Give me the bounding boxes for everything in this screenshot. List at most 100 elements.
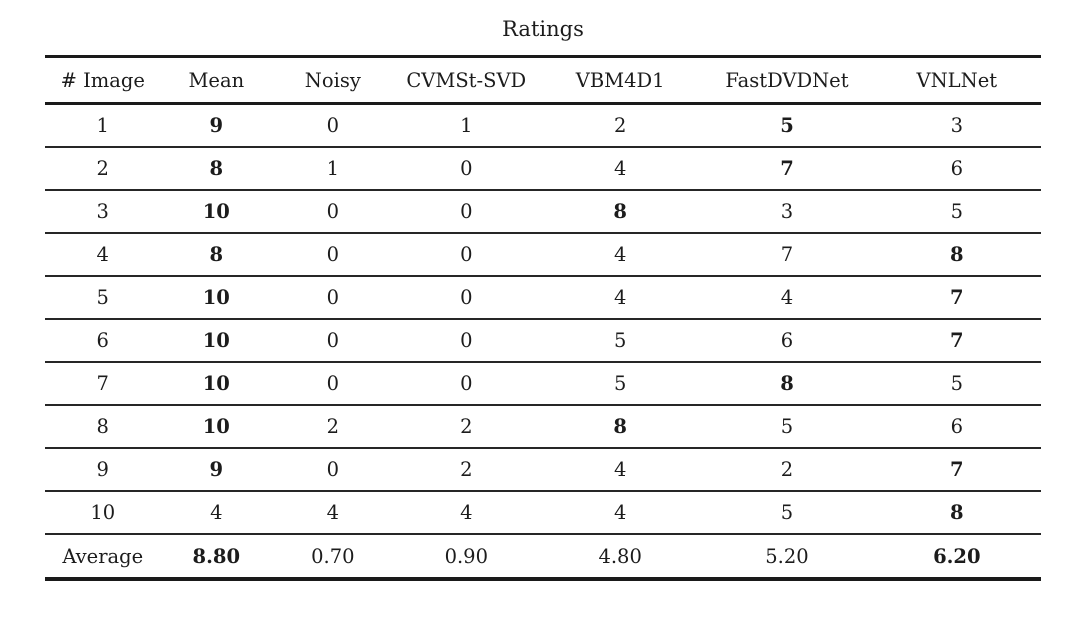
rating-value-cell: 5 xyxy=(538,361,702,405)
rating-value-cell: 8 xyxy=(160,146,273,190)
column-header: FastDVDNet xyxy=(701,56,873,105)
table-title: Ratings xyxy=(502,17,584,41)
table-row: 3 10 0 0 8 3 5 xyxy=(45,189,1041,233)
rating-value-cell: 10 xyxy=(160,361,273,405)
rating-value-cell: 8 xyxy=(538,189,702,233)
column-header: # Image xyxy=(45,56,161,105)
image-number-cell: 9 xyxy=(45,447,161,491)
image-number-cell: 1 xyxy=(45,102,161,147)
rating-value-cell: 3 xyxy=(701,189,873,233)
rating-value-cell: 6 xyxy=(701,318,873,362)
rating-value-cell: 0 xyxy=(393,318,539,362)
column-header: Mean xyxy=(160,56,273,105)
rating-value-cell: 0 xyxy=(272,275,394,319)
table-body: 1 9 0 1 2 5 3 2 8 1 0 4 7 6 3 10 0 0 8 3 5 4 8 0 0 4 7 8 5 10 0 0 4 4 7 6 10… xyxy=(45,102,1041,579)
rating-value-cell: 7 xyxy=(872,447,1041,491)
image-number-cell: 3 xyxy=(45,189,161,233)
rating-value-cell: 0 xyxy=(393,361,539,405)
table-row: 7 10 0 0 5 8 5 xyxy=(45,361,1041,405)
rating-value-cell: 10 xyxy=(160,275,273,319)
rating-value-cell: 5 xyxy=(872,189,1041,233)
rating-value-cell: 1 xyxy=(272,146,394,190)
rating-value-cell: 8 xyxy=(872,490,1041,534)
rating-value-cell: 7 xyxy=(872,318,1041,362)
image-number-cell: 10 xyxy=(45,490,161,534)
rating-value-cell: 8.80 xyxy=(160,533,273,579)
rating-value-cell: 9 xyxy=(160,447,273,491)
table-row: 5 10 0 0 4 4 7 xyxy=(45,275,1041,319)
rating-value-cell: 0 xyxy=(393,189,539,233)
rating-value-cell: 4 xyxy=(701,275,873,319)
rating-value-cell: 0 xyxy=(272,447,394,491)
rating-value-cell: 0 xyxy=(272,102,394,147)
rating-value-cell: 6.20 xyxy=(872,533,1041,579)
rating-value-cell: 7 xyxy=(872,275,1041,319)
rating-value-cell: 0 xyxy=(272,361,394,405)
rating-value-cell: 4 xyxy=(393,490,539,534)
rating-value-cell: 8 xyxy=(160,232,273,276)
rating-value-cell: 2 xyxy=(701,447,873,491)
rating-value-cell: 5 xyxy=(701,404,873,448)
rating-value-cell: 5 xyxy=(538,318,702,362)
rating-value-cell: 7 xyxy=(701,146,873,190)
image-number-cell: 5 xyxy=(45,275,161,319)
rating-value-cell: 9 xyxy=(160,102,273,147)
rating-value-cell: 2 xyxy=(393,447,539,491)
rating-value-cell: 4 xyxy=(538,490,702,534)
rating-value-cell: 10 xyxy=(160,404,273,448)
rating-value-cell: 8 xyxy=(538,404,702,448)
image-number-cell: 2 xyxy=(45,146,161,190)
rating-value-cell: 8 xyxy=(701,361,873,405)
table-row: 8 10 2 2 8 5 6 xyxy=(45,404,1041,448)
rating-value-cell: 6 xyxy=(872,146,1041,190)
rating-value-cell: 10 xyxy=(160,189,273,233)
ratings-table-container: Ratings # Image Mean Noisy CVMSt-SVD VBM4D1 F… xyxy=(45,0,1041,581)
rating-value-cell: 0.90 xyxy=(393,533,539,579)
header-row: # Image Mean Noisy CVMSt-SVD VBM4D1 FastDVDNe… xyxy=(45,56,1041,105)
column-header: Noisy xyxy=(272,56,394,105)
rating-value-cell: 1 xyxy=(393,102,539,147)
rating-value-cell: 6 xyxy=(872,404,1041,448)
image-number-cell: 4 xyxy=(45,232,161,276)
rating-value-cell: 5.20 xyxy=(701,533,873,579)
rating-value-cell: 4 xyxy=(160,490,273,534)
rating-value-cell: 4 xyxy=(538,146,702,190)
column-header: VBM4D1 xyxy=(538,56,702,105)
rating-value-cell: 5 xyxy=(872,361,1041,405)
image-number-cell: 7 xyxy=(45,361,161,405)
rating-value-cell: 4 xyxy=(538,447,702,491)
table-row: 6 10 0 0 5 6 7 xyxy=(45,318,1041,362)
rating-value-cell: 4 xyxy=(538,232,702,276)
rating-value-cell: 0 xyxy=(272,318,394,362)
rating-value-cell: 7 xyxy=(701,232,873,276)
rating-value-cell: 3 xyxy=(872,102,1041,147)
rating-value-cell: 4 xyxy=(538,275,702,319)
rating-value-cell: 0 xyxy=(272,189,394,233)
rating-value-cell: 0 xyxy=(272,232,394,276)
rating-value-cell: 4 xyxy=(272,490,394,534)
rating-value-cell: 2 xyxy=(538,102,702,147)
rating-value-cell: 10 xyxy=(160,318,273,362)
rating-value-cell: 2 xyxy=(272,404,394,448)
column-header: VNLNet xyxy=(872,56,1041,105)
column-header: CVMSt-SVD xyxy=(393,56,539,105)
table-row: 10 4 4 4 4 5 8 xyxy=(45,490,1041,534)
image-number-cell: 8 xyxy=(45,404,161,448)
rating-value-cell: 8 xyxy=(872,232,1041,276)
ratings-table: # Image Mean Noisy CVMSt-SVD VBM4D1 FastDVDNe… xyxy=(45,55,1041,581)
rating-value-cell: 2 xyxy=(393,404,539,448)
rating-value-cell: 5 xyxy=(701,102,873,147)
rating-value-cell: 0 xyxy=(393,275,539,319)
rating-value-cell: 0 xyxy=(393,232,539,276)
rating-value-cell: 0 xyxy=(393,146,539,190)
rating-value-cell: 5 xyxy=(701,490,873,534)
average-row: Average 8.80 0.70 0.90 4.80 5.20 6.20 xyxy=(45,533,1041,579)
rating-value-cell: 0.70 xyxy=(272,533,394,579)
image-number-cell: 6 xyxy=(45,318,161,362)
rating-value-cell: 4.80 xyxy=(538,533,702,579)
row-label-average: Average xyxy=(45,533,161,579)
